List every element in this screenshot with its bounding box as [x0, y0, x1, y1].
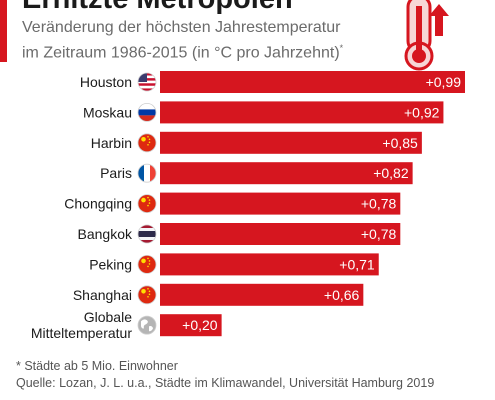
category-label-4: Paris [100, 165, 132, 181]
value-label-4: +0,82 [373, 165, 409, 181]
bar-9 [160, 314, 222, 337]
value-label-6: +0,78 [361, 226, 397, 242]
category-label-3: Harbin [91, 135, 132, 151]
bar-1 [160, 71, 465, 93]
value-label-9: +0,20 [182, 317, 218, 333]
france-flag-icon [137, 163, 157, 183]
globe-icon [137, 315, 157, 335]
bar-8 [160, 283, 364, 306]
category-label-9: Globale Mitteltemperatur [31, 309, 132, 341]
category-label-8: Shanghai [73, 287, 132, 303]
subtitle-footnote-mark: * [339, 43, 344, 53]
china-flag-icon [137, 133, 157, 153]
bar-5 [160, 192, 401, 215]
china-flag-icon [137, 194, 157, 214]
category-label-1: Houston [80, 74, 132, 90]
china-flag-icon [137, 254, 157, 274]
china-flag-icon [137, 285, 157, 305]
bar-3 [160, 131, 422, 154]
category-label-6: Bangkok [78, 226, 133, 242]
value-label-8: +0,66 [324, 287, 360, 303]
bar-4 [160, 162, 413, 185]
title-accent-bar [0, 0, 7, 62]
value-label-2: +0,92 [404, 104, 440, 120]
value-label-7: +0,71 [339, 256, 375, 272]
bar-7 [160, 253, 379, 276]
value-label-3: +0,85 [382, 135, 418, 151]
value-label-5: +0,78 [361, 196, 397, 212]
footnote: * Städte ab 5 Mio. Einwohner [16, 359, 178, 373]
subtitle-line-2: im Zeitraum 1986-2015 (in °C pro Jahrzeh… [22, 38, 402, 63]
category-label-5: Chongqing [64, 196, 132, 212]
thermometer-icon [404, 0, 449, 71]
subtitle-line-2-text: im Zeitraum 1986-2015 (in °C pro Jahrzeh… [22, 44, 340, 62]
thailand-flag-icon [137, 224, 157, 244]
category-label-7: Peking [89, 256, 132, 272]
subtitle-line-1: Veränderung der höchsten Jahrestemperatu… [22, 19, 341, 36]
russia-flag-icon [137, 103, 157, 122]
us-flag-icon [137, 72, 157, 92]
value-label-1: +0,99 [426, 74, 462, 90]
chart-title: Erhitzte Metropolen [22, 0, 293, 16]
bar-2 [160, 101, 444, 124]
bar-6 [160, 223, 401, 245]
chart-subtitle: Veränderung der höchsten Jahrestemperatu… [22, 17, 402, 63]
category-label-2: Moskau [83, 104, 132, 120]
source-note: Quelle: Lozan, J. L. u.a., Städte im Kli… [16, 376, 435, 390]
